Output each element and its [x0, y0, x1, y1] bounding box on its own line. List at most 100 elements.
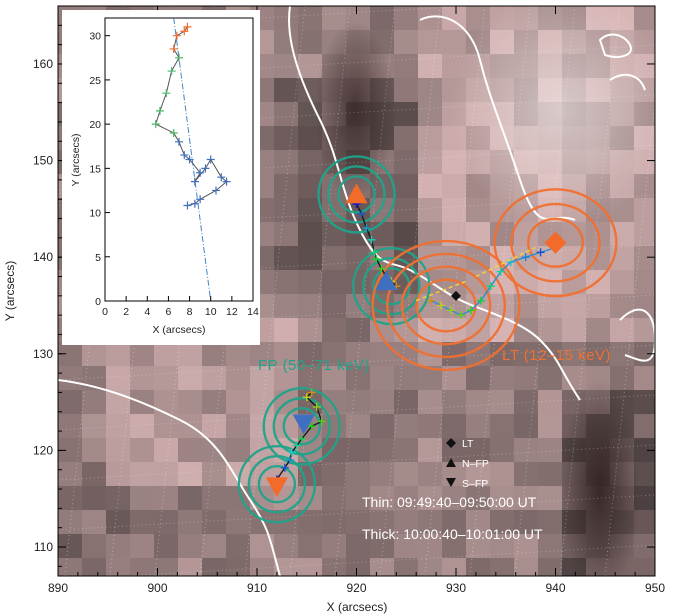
- image-pixel: [394, 6, 418, 30]
- image-pixel: [370, 486, 394, 510]
- legend: LT N–FP S–FP: [446, 438, 489, 490]
- image-pixel: [394, 198, 418, 222]
- inset-track-point: [201, 164, 210, 173]
- track-point: [287, 448, 296, 457]
- image-pixel: [634, 198, 655, 222]
- image-pixel: [634, 438, 655, 462]
- image-pixel: [82, 510, 106, 534]
- triangle-up-marker: [375, 270, 398, 291]
- image-pixel: [634, 534, 655, 558]
- image-pixel: [466, 414, 490, 438]
- image-pixel: [394, 510, 418, 534]
- image-pixel: [250, 558, 274, 576]
- inset-x-axis: 0 2 4 6 8 10 12 14: [102, 296, 259, 318]
- image-pixel: [154, 534, 178, 558]
- image-pixel: [82, 462, 106, 486]
- image-pixel: [178, 510, 202, 534]
- inset-track-point: [180, 27, 189, 36]
- contour-s-fp-0: [257, 465, 297, 504]
- intensity-contours: [58, 6, 655, 576]
- image-pixel: [274, 270, 298, 294]
- track-point: [496, 267, 505, 276]
- image-pixel: [466, 534, 490, 558]
- contour-n-fp-2: [317, 155, 396, 234]
- lt-connector: [415, 280, 467, 302]
- track-point: [521, 253, 530, 262]
- image-pixel: [370, 438, 394, 462]
- image-pixel: [418, 558, 442, 576]
- contour-n-fp-0: [337, 175, 376, 214]
- contour-fp-1: [362, 256, 421, 316]
- inset-background: [62, 10, 260, 345]
- inset-track-point: [222, 177, 231, 186]
- image-pixel: [274, 198, 298, 222]
- inset-track-point: [183, 22, 192, 31]
- image-pixel: [586, 294, 610, 318]
- image-pixel: [202, 438, 226, 462]
- image-pixel: [442, 390, 466, 414]
- inset-track-point: [206, 155, 215, 164]
- track-point: [312, 402, 321, 411]
- image-pixel: [370, 222, 394, 246]
- legend-label-lt: LT: [462, 438, 474, 450]
- thin-time-label: Thin: 09:49:40–09:50:00 UT: [362, 494, 537, 510]
- image-pixel: [274, 558, 298, 576]
- inset-y-axis-label: Y (arcsecs): [70, 134, 82, 187]
- image-pixel: [226, 390, 250, 414]
- x-tick-label: 900: [147, 581, 167, 595]
- image-pixel: [298, 534, 322, 558]
- image-pixel: [178, 342, 202, 366]
- contour-lt-1: [510, 202, 601, 283]
- image-pixel: [466, 366, 490, 390]
- image-pixel: [178, 366, 202, 390]
- image-pixel: [322, 486, 346, 510]
- image-pixel: [466, 462, 490, 486]
- image-pixel: [466, 486, 490, 510]
- image-pixel: [58, 510, 82, 534]
- image-pixel: [202, 390, 226, 414]
- image-pixel: [562, 318, 586, 342]
- contour-fp-1: [272, 397, 331, 456]
- image-pixel: [418, 54, 442, 78]
- image-pixel: [634, 390, 655, 414]
- image-pixel: [634, 414, 655, 438]
- image-pixel: [370, 390, 394, 414]
- y-tick-label: 130: [33, 347, 53, 361]
- image-pixel: [130, 414, 154, 438]
- image-pixel: [106, 558, 130, 576]
- x-tick-label: 950: [645, 581, 665, 595]
- image-pixel: [370, 534, 394, 558]
- image-pixel: [370, 558, 394, 576]
- image-pixel: [610, 342, 634, 366]
- image-pixel: [298, 342, 322, 366]
- image-pixel: [394, 390, 418, 414]
- inset-y-tick-label: 5: [95, 252, 101, 264]
- image-pixel: [442, 558, 466, 576]
- image-pixel: [394, 174, 418, 198]
- image-pixel: [106, 510, 130, 534]
- image-pixel: [274, 30, 298, 54]
- image-pixel: [202, 510, 226, 534]
- image-pixel: [514, 366, 538, 390]
- image-pixel: [346, 510, 370, 534]
- image-pixel: [322, 342, 346, 366]
- image-pixel: [226, 510, 250, 534]
- image-pixel: [562, 342, 586, 366]
- image-pixel: [634, 222, 655, 246]
- inset-x-tick-label: 8: [187, 306, 193, 318]
- image-pixel: [130, 462, 154, 486]
- image-pixel: [322, 414, 346, 438]
- x-axis-label: X (arcsecs): [327, 600, 388, 614]
- image-pixel: [274, 222, 298, 246]
- track-point: [317, 417, 326, 426]
- image-pixel: [394, 30, 418, 54]
- image-pixel: [250, 414, 274, 438]
- image-pixel: [634, 318, 655, 342]
- image-pixel: [202, 462, 226, 486]
- inset-trend-line: [173, 17, 212, 302]
- inset-x-tick-label: 0: [102, 306, 108, 318]
- contour-n-fp-1: [327, 165, 386, 224]
- image-pixel: [274, 366, 298, 390]
- image-pixel: [418, 438, 442, 462]
- image-pixel: [274, 318, 298, 342]
